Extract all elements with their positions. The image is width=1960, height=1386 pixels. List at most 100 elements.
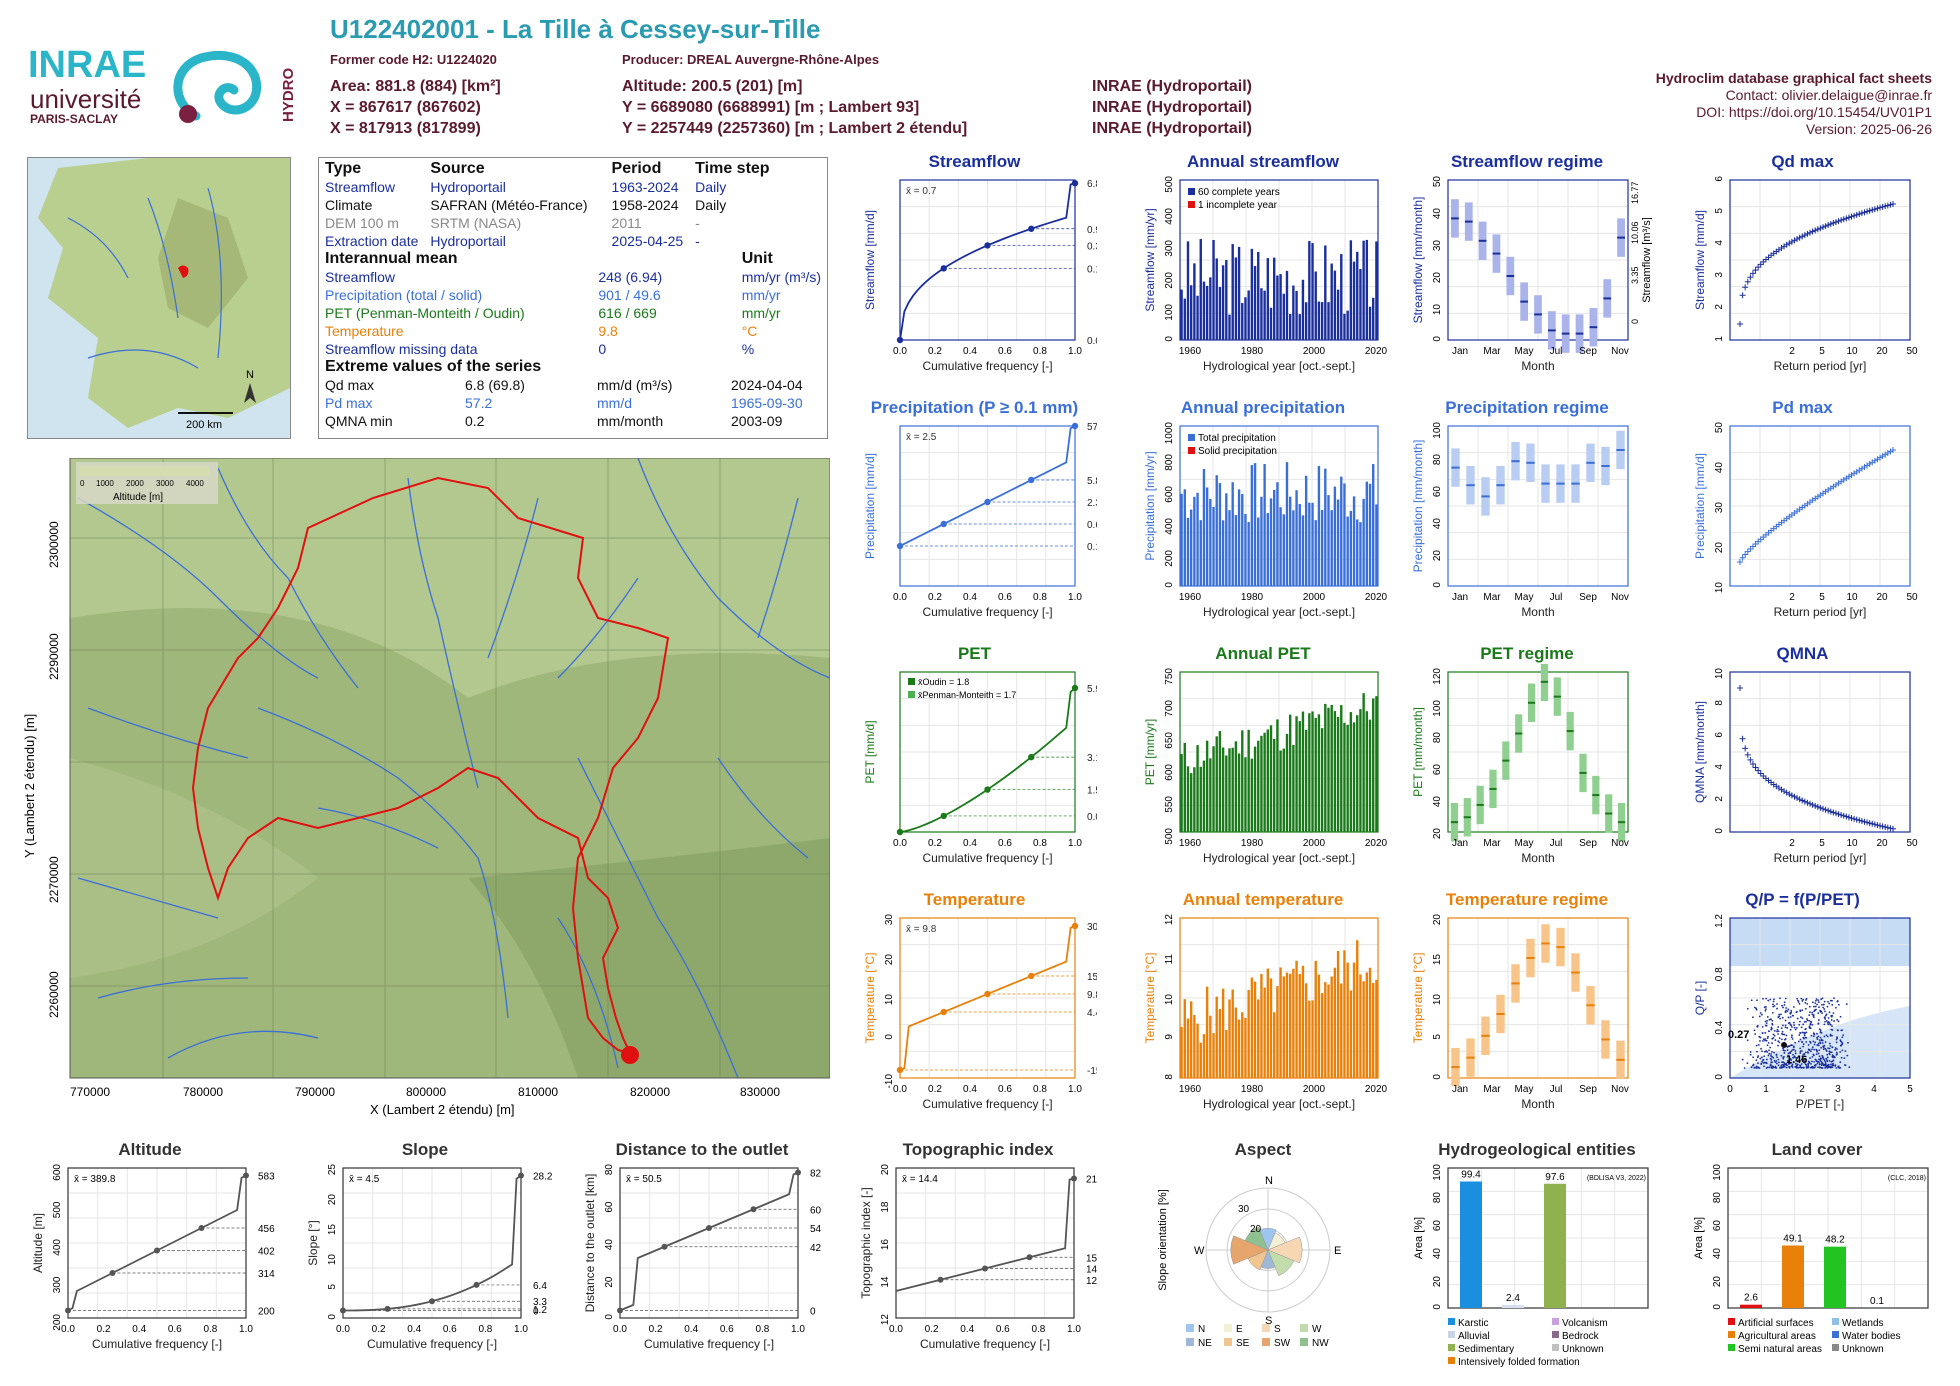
- legend-label: NE: [1198, 1338, 1212, 1349]
- rp-point: [1817, 804, 1824, 811]
- y-tick: 750: [1164, 668, 1175, 685]
- scatter-point: [1764, 1038, 1767, 1040]
- x-tick: Sep: [1579, 346, 1597, 357]
- x-tick: 5: [1819, 346, 1825, 357]
- annual-bar: [1317, 301, 1321, 340]
- annual-bar: [1199, 1042, 1202, 1078]
- mean-value: 0: [598, 341, 607, 357]
- scatter-point: [1782, 1024, 1784, 1027]
- y-tick: 400: [52, 1239, 63, 1256]
- y-tick: 500: [1164, 828, 1175, 845]
- scatter-point: [1795, 1066, 1798, 1069]
- annual-bar: [1269, 307, 1273, 340]
- scatter-point: [1761, 1050, 1763, 1053]
- scatter-point: [1773, 1034, 1776, 1037]
- annual-bar: [1298, 721, 1301, 832]
- chart-svg: 28.26.43.31.20x̄ = 4.50.0 0.2 0.4 0.6 0.8 1.0…: [306, 1164, 553, 1351]
- annual-bar: [1221, 988, 1225, 1078]
- annual-bar: [1247, 290, 1250, 340]
- x-tick: 50: [1906, 838, 1918, 849]
- annual-bar: [1202, 760, 1206, 832]
- scatter-point: [1753, 1006, 1756, 1009]
- right-tick: 14: [1086, 1265, 1098, 1276]
- right-tick: 402: [258, 1247, 275, 1258]
- right-tick: 0.1: [1087, 264, 1097, 275]
- scatter-point: [1755, 1008, 1758, 1011]
- scatter-point: [1807, 1064, 1810, 1067]
- scatter-point: [1827, 1000, 1829, 1003]
- annual-bar: [1301, 279, 1305, 340]
- scatter-point: [1783, 1004, 1786, 1006]
- annual-bar: [1180, 754, 1183, 832]
- y-axis-label: PET [mm/month]: [1411, 707, 1425, 797]
- scatter-point: [1777, 1026, 1780, 1028]
- x-tick: 10: [1846, 592, 1858, 603]
- scatter-point: [1813, 1043, 1816, 1046]
- y-tick: 40: [1432, 208, 1443, 220]
- doi-link[interactable]: DOI: https://doi.org/10.15454/UV01P1: [1696, 104, 1932, 120]
- scatter-point: [1789, 1052, 1792, 1055]
- scatter-point: [1801, 1017, 1804, 1020]
- x-tick: 0.0: [893, 346, 907, 357]
- scatter-point: [1756, 1050, 1758, 1053]
- annual-bar: [1266, 513, 1270, 586]
- rp-point: [1814, 803, 1821, 810]
- x-tick: 780000: [183, 1085, 223, 1099]
- annual-bar: [1231, 747, 1234, 832]
- scatter-point: [1816, 1003, 1818, 1006]
- y-tick: 5: [327, 1284, 338, 1290]
- ext-date: 2024-04-04: [731, 377, 803, 393]
- scatter-point: [1792, 1061, 1795, 1063]
- scatter-point: [1770, 1028, 1773, 1031]
- x-tick: 2020: [1365, 346, 1388, 357]
- annual-bar: [1375, 504, 1378, 586]
- x-tick: Jul: [1550, 838, 1563, 849]
- y-tick: 200: [1164, 550, 1175, 567]
- scatter-point: [1824, 1010, 1826, 1013]
- annual-bar: [1250, 465, 1254, 586]
- scatter-point: [1789, 1062, 1791, 1065]
- scatter-point: [1831, 1046, 1834, 1049]
- scatter-point: [1759, 1036, 1762, 1039]
- scatter-point: [1830, 1015, 1833, 1017]
- legend-label: Artificial surfaces: [1738, 1318, 1814, 1329]
- scatter-point: [1812, 1035, 1815, 1038]
- rp-point: [1747, 545, 1754, 552]
- y-tick: 40: [1712, 1248, 1723, 1260]
- contact[interactable]: Contact: olivier.delaigue@inrae.fr: [1725, 87, 1932, 103]
- plot-frame: [899, 425, 1076, 587]
- scatter-point: [1759, 1012, 1762, 1014]
- scatter-point: [1824, 1020, 1826, 1023]
- annual-bar: [1308, 713, 1311, 832]
- legend-label: Agricultural areas: [1738, 1331, 1816, 1342]
- rp-point: [1858, 818, 1865, 825]
- ext-value: 57.2: [465, 395, 493, 411]
- chart-annual_streamflow: Annual streamflow 1960 1980 2000 2020 0 100 200…: [1138, 152, 1388, 384]
- right-tick: 12: [1086, 1276, 1098, 1287]
- scatter-point: [1773, 998, 1775, 1001]
- x-tick: 0.4: [963, 838, 977, 849]
- scatter-point: [1805, 1064, 1808, 1066]
- ext-unit: mm/d: [597, 395, 632, 411]
- y-tick: 12: [880, 1314, 891, 1326]
- scatter-point: [1787, 1022, 1790, 1025]
- scatter-point: [1754, 1066, 1756, 1069]
- ext-name: Qd max: [325, 377, 375, 393]
- y-tick: 6: [1714, 732, 1725, 738]
- annual-bar: [1228, 510, 1231, 586]
- x-tick: 50: [1906, 592, 1918, 603]
- chart-streamflow: Streamflow 6.8 0.9 0.3 0.1 0.0 x̄ = 0.7 0.0 0.2 0…: [852, 152, 1097, 384]
- scatter-point: [1799, 1020, 1801, 1023]
- scatter-point: [1809, 1023, 1812, 1025]
- scatter-point: [1767, 999, 1770, 1002]
- chart-qd_max: Qd max 2 5 10 20 50 1 2 3 4 5 6 Return period [yr] St…: [1680, 152, 1925, 384]
- scatter-point: [1824, 1041, 1827, 1043]
- scatter-point: [1752, 1064, 1754, 1067]
- right-tick: 82: [810, 1169, 822, 1180]
- inrae-logo: INRAE: [28, 44, 147, 86]
- mean-label: x̄ = 50.5: [626, 1174, 662, 1185]
- y-tick: 16: [880, 1239, 891, 1251]
- scatter-point: [1816, 1050, 1818, 1053]
- y-tick: 10: [1714, 668, 1725, 680]
